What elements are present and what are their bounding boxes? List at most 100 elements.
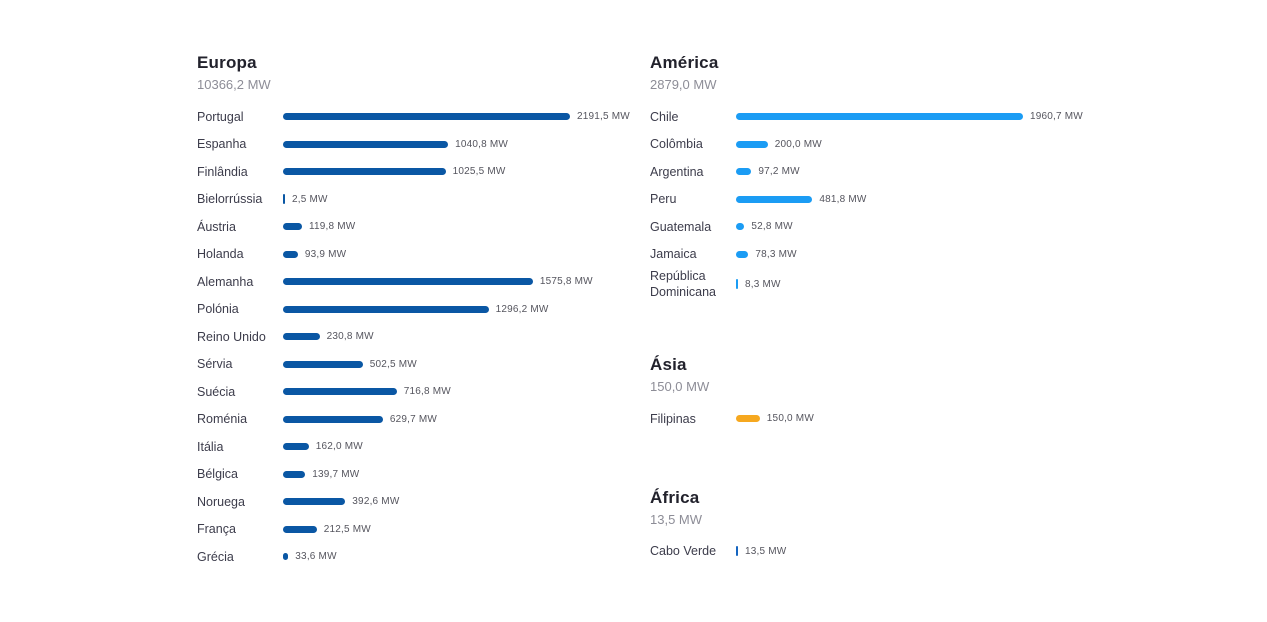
value-bar[interactable]: [736, 250, 749, 258]
continent-total: 150,0 MW: [650, 379, 710, 394]
value-bar[interactable]: [283, 498, 346, 506]
value-label: 162,0 MW: [315, 441, 363, 453]
chart-row: Reino Unido 230,8 MW: [197, 323, 637, 351]
bar-rows: Portugal 2191,5 MW Espanha 1040,8 MW Finlând…: [197, 103, 637, 571]
country-label: Colômbia: [650, 137, 703, 152]
value-bar[interactable]: [736, 168, 752, 176]
continent-section: Europa 10366,2 MW Portugal 2191,5 MW Espanha…: [197, 53, 637, 571]
value-label: 1040,8 MW: [455, 138, 509, 150]
continent-total: 13,5 MW: [650, 511, 703, 527]
country-label: Holanda: [197, 247, 244, 262]
chart-column-left: Europa 10366,2 MW Portugal 2191,5 MW Espanha…: [197, 53, 637, 571]
continent-title: América: [650, 53, 719, 72]
country-label: Portugal: [197, 109, 244, 124]
continent-total: 2879,0 MW: [650, 77, 717, 92]
country-label: França: [197, 522, 236, 537]
value-bar[interactable]: [736, 415, 760, 423]
value-bar[interactable]: [283, 333, 320, 341]
value-label: 481,8 MW: [819, 193, 867, 205]
value-bar[interactable]: [736, 113, 1023, 121]
value-label: 392,6 MW: [352, 496, 400, 508]
value-bar[interactable]: [283, 470, 306, 478]
value-bar[interactable]: [283, 278, 533, 286]
chart-row: Itália 162,0 MW: [197, 433, 637, 461]
value-label: 8,3 MW: [745, 278, 781, 290]
value-bar[interactable]: [283, 360, 363, 368]
country-label: Áustria: [197, 219, 236, 234]
value-label: 212,5 MW: [323, 523, 371, 535]
country-label: Guatemala: [650, 219, 712, 234]
chart-row: Filipinas 150,0 MW: [650, 405, 1080, 433]
country-label: Suécia: [197, 384, 236, 399]
chart-row: Suécia 716,8 MW: [197, 378, 637, 406]
value-bar[interactable]: [283, 194, 285, 205]
value-label: 1025,5 MW: [452, 166, 506, 178]
value-bar[interactable]: [736, 195, 813, 203]
value-bar[interactable]: [736, 279, 738, 289]
country-label: Polónia: [197, 302, 239, 317]
country-label: Grécia: [197, 549, 234, 564]
value-bar[interactable]: [283, 553, 289, 561]
chart-row: Grécia 33,6 MW: [197, 543, 637, 571]
continent-total: 10366,2 MW: [197, 77, 271, 92]
value-bar[interactable]: [736, 223, 745, 231]
value-label: 119,8 MW: [309, 221, 356, 233]
country-label: Bélgica: [197, 467, 238, 482]
chart-row: Bélgica 139,7 MW: [197, 461, 637, 489]
value-label: 97,2 MW: [758, 166, 800, 178]
value-label: 52,8 MW: [751, 221, 793, 233]
value-label: 2191,5 MW: [577, 111, 630, 123]
country-label: Reino Unido: [197, 329, 266, 344]
country-label: Chile: [650, 109, 679, 124]
chart-row: França 212,5 MW: [197, 516, 637, 544]
bar-rows: Cabo Verde 13,5 MW: [650, 538, 1080, 566]
chart-row: Jamaica 78,3 MW: [650, 241, 1080, 269]
continent-section: América 2879,0 MW Chile 1960,7 MW Colômbia 20…: [650, 53, 1083, 300]
chart-row: Chile 1960,7 MW: [650, 103, 1083, 131]
country-label: Sérvia: [197, 357, 233, 372]
value-bar[interactable]: [283, 168, 446, 176]
chart-row: República Dominicana 8,3 MW: [650, 268, 1080, 300]
bar-rows: Chile 1960,7 MW Colômbia 200,0 MW Argentina 9…: [650, 103, 1083, 300]
continent-section: Ásia 150,0 MW Filipinas 150,0 MW: [650, 355, 1080, 433]
value-bar[interactable]: [283, 415, 383, 423]
value-bar[interactable]: [283, 223, 302, 231]
value-label: 200,0 MW: [774, 138, 822, 150]
country-label: Filipinas: [650, 411, 696, 426]
chart-row: Polónia 1296,2 MW: [197, 296, 637, 324]
value-bar[interactable]: [736, 546, 738, 557]
value-bar[interactable]: [736, 140, 768, 148]
value-label: 2,5 MW: [292, 193, 328, 205]
chart-row: Argentina 97,2 MW: [650, 158, 1080, 186]
value-bar[interactable]: [283, 250, 298, 258]
value-bar[interactable]: [283, 305, 489, 313]
chart-row: Áustria 119,8 MW: [197, 213, 637, 241]
country-label: Bielorrússia: [197, 192, 263, 207]
continent-title: África: [650, 487, 700, 507]
country-label: Roménia: [197, 412, 248, 427]
value-label: 1960,7 MW: [1030, 111, 1083, 123]
country-label: Argentina: [650, 164, 704, 179]
continent-title: Europa: [197, 53, 257, 72]
bar-rows: Filipinas 150,0 MW: [650, 405, 1080, 433]
country-label: Alemanha: [197, 274, 254, 289]
continent-title: Ásia: [650, 355, 687, 374]
chart-row: Alemanha 1575,8 MW: [197, 268, 637, 296]
value-label: 629,7 MW: [389, 413, 438, 425]
value-label: 502,5 MW: [369, 358, 417, 370]
chart-row: Portugal 2191,5 MW: [197, 103, 637, 131]
chart-row: Colômbia 200,0 MW: [650, 131, 1080, 159]
value-label: 1575,8 MW: [539, 276, 593, 288]
chart-row: Roménia 629,7 MW: [197, 406, 637, 434]
chart-row: Peru 481,8 MW: [650, 186, 1080, 214]
value-bar[interactable]: [283, 388, 397, 396]
value-bar[interactable]: [283, 443, 309, 451]
value-bar[interactable]: [283, 525, 317, 533]
value-label: 150,0 MW: [766, 413, 814, 425]
value-bar[interactable]: [283, 113, 570, 121]
value-label: 139,7 MW: [312, 468, 360, 480]
value-bar[interactable]: [283, 140, 449, 148]
country-label: Espanha: [197, 137, 247, 152]
value-label: 78,3 MW: [755, 248, 797, 260]
